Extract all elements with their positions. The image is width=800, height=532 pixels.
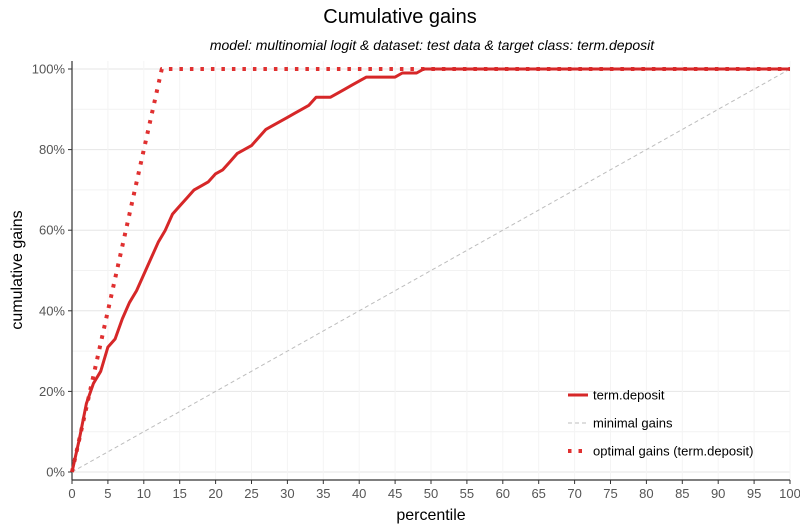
y-tick-label: 0% bbox=[46, 465, 65, 480]
x-tick-label: 70 bbox=[567, 486, 581, 501]
y-axis-title: cumulative gains bbox=[9, 210, 26, 329]
x-tick-label: 25 bbox=[244, 486, 258, 501]
legend: term.deposit minimal gains optimal gains (… bbox=[568, 388, 753, 459]
chart-subtitle: model: multinomial logit & dataset: test… bbox=[209, 37, 655, 53]
x-tick-label: 75 bbox=[603, 486, 617, 501]
x-tick-label: 10 bbox=[137, 486, 151, 501]
x-tick-label: 40 bbox=[352, 486, 366, 501]
y-tick-label: 80% bbox=[39, 142, 65, 157]
x-tick-label: 0 bbox=[68, 486, 75, 501]
legend-label: optimal gains (term.deposit) bbox=[593, 444, 753, 459]
x-tick-label: 15 bbox=[172, 486, 186, 501]
tick-labels: 0 5 10 15 20 25 30 35 40 45 50 55 60 65 70 75 80 85 90 95 10… bbox=[32, 62, 800, 502]
x-tick-label: 45 bbox=[388, 486, 402, 501]
axes bbox=[68, 61, 791, 484]
x-tick-label: 80 bbox=[639, 486, 653, 501]
x-tick-label: 95 bbox=[747, 486, 761, 501]
x-tick-label: 90 bbox=[711, 486, 725, 501]
x-tick-label: 35 bbox=[316, 486, 330, 501]
x-tick-label: 60 bbox=[496, 486, 510, 501]
x-tick-label: 100 bbox=[779, 486, 800, 501]
x-tick-label: 65 bbox=[531, 486, 545, 501]
x-tick-label: 55 bbox=[460, 486, 474, 501]
x-tick-label: 50 bbox=[424, 486, 438, 501]
y-tick-label: 40% bbox=[39, 303, 65, 318]
x-tick-label: 20 bbox=[208, 486, 222, 501]
series-line-term-deposit bbox=[70, 67, 790, 473]
x-tick-label: 85 bbox=[675, 486, 689, 501]
series-layer bbox=[70, 67, 791, 473]
chart-title: Cumulative gains bbox=[323, 6, 477, 28]
y-tick-label: 20% bbox=[39, 384, 65, 399]
legend-label: term.deposit bbox=[593, 388, 665, 403]
x-axis-title: percentile bbox=[396, 507, 465, 524]
series-line-minimal-gains bbox=[71, 68, 791, 473]
x-tick-label: 5 bbox=[104, 486, 111, 501]
y-tick-label: 60% bbox=[39, 223, 65, 238]
grid bbox=[71, 61, 791, 480]
x-tick-label: 30 bbox=[280, 486, 294, 501]
y-tick-label: 100% bbox=[32, 62, 66, 77]
legend-label: minimal gains bbox=[593, 416, 673, 431]
